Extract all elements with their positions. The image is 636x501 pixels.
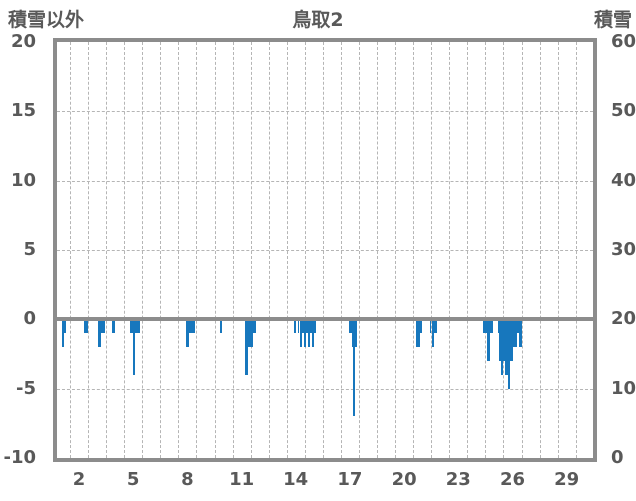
y-axis-left-tick: 5 bbox=[23, 239, 36, 260]
x-axis-tick: 2 bbox=[72, 469, 86, 490]
data-bar bbox=[189, 319, 195, 334]
data-bar bbox=[252, 319, 256, 334]
y-axis-right-tick: 50 bbox=[611, 100, 636, 122]
data-bar bbox=[293, 319, 297, 334]
data-bar bbox=[64, 319, 67, 334]
y-axis-left-tick: 15 bbox=[10, 100, 36, 122]
left-axis-title: 積雪以外 bbox=[8, 9, 85, 31]
data-bar bbox=[355, 319, 358, 347]
data-bar bbox=[135, 319, 140, 334]
data-bar bbox=[220, 319, 223, 334]
right-axis-title: 積雪 bbox=[593, 9, 632, 31]
data-bar bbox=[349, 319, 352, 334]
data-bar bbox=[98, 319, 101, 347]
data-bar bbox=[497, 319, 500, 334]
data-bar bbox=[133, 319, 136, 375]
data-bar bbox=[505, 319, 508, 375]
y-axis-right-tick: 30 bbox=[611, 239, 636, 260]
horizontal-gridline bbox=[57, 250, 593, 251]
data-bar bbox=[415, 319, 421, 347]
data-bar bbox=[500, 319, 503, 375]
chart-title: 鳥取2 bbox=[292, 9, 344, 31]
data-bar bbox=[247, 319, 253, 347]
data-bar bbox=[483, 319, 487, 334]
data-bar bbox=[431, 319, 435, 347]
data-bar bbox=[100, 319, 105, 334]
data-bar bbox=[512, 319, 517, 347]
data-bar bbox=[112, 319, 115, 334]
plot-area bbox=[57, 42, 593, 458]
y-axis-left-tick: 10 bbox=[10, 169, 36, 191]
y-axis-left-tick: -10 bbox=[3, 447, 36, 468]
x-axis-tick: 14 bbox=[283, 469, 309, 490]
data-bar bbox=[245, 319, 248, 375]
x-axis-tick: 17 bbox=[337, 469, 363, 490]
data-bar bbox=[314, 319, 317, 334]
x-axis-tick: 8 bbox=[181, 469, 194, 490]
data-bar bbox=[420, 319, 422, 334]
y-axis-right-tick: 0 bbox=[611, 447, 624, 468]
zero-line bbox=[57, 317, 593, 322]
x-axis-tick: 11 bbox=[229, 469, 255, 490]
data-bar bbox=[302, 319, 305, 334]
data-bar bbox=[297, 319, 300, 334]
data-bar bbox=[299, 319, 302, 347]
data-bar bbox=[310, 319, 312, 334]
data-bar bbox=[489, 319, 494, 334]
data-bar bbox=[352, 319, 356, 417]
x-axis-tick: 20 bbox=[391, 469, 417, 490]
y-axis-right-tick: 10 bbox=[611, 377, 636, 399]
y-axis-right-tick: 40 bbox=[611, 169, 636, 191]
data-bar bbox=[516, 319, 520, 334]
y-axis-right-tick: 20 bbox=[611, 308, 636, 330]
data-bar bbox=[519, 319, 522, 347]
data-bar bbox=[509, 319, 513, 361]
data-bar bbox=[312, 319, 315, 347]
data-bar bbox=[486, 319, 490, 361]
data-bar bbox=[130, 319, 134, 334]
x-axis-tick: 23 bbox=[445, 469, 471, 490]
horizontal-gridline bbox=[57, 111, 593, 113]
data-bar bbox=[429, 319, 432, 334]
data-bar bbox=[502, 319, 506, 361]
data-bar bbox=[304, 319, 307, 347]
x-axis-tick: 26 bbox=[499, 469, 526, 490]
data-bar bbox=[62, 319, 65, 347]
horizontal-gridline bbox=[57, 388, 593, 390]
data-bar bbox=[308, 319, 311, 347]
data-bar bbox=[434, 319, 437, 334]
x-axis-tick: 29 bbox=[554, 469, 580, 490]
y-axis-left-tick: -5 bbox=[16, 377, 36, 399]
data-bar bbox=[83, 319, 88, 334]
y-axis-left-tick: 20 bbox=[10, 31, 36, 52]
y-axis-right-tick: 60 bbox=[611, 31, 636, 52]
x-axis-tick: 5 bbox=[126, 469, 140, 490]
plot-frame bbox=[53, 38, 597, 462]
data-bar bbox=[306, 319, 308, 334]
horizontal-gridline bbox=[57, 180, 593, 182]
data-bar bbox=[185, 319, 189, 347]
data-bar bbox=[507, 319, 510, 389]
y-axis-left-tick: 0 bbox=[23, 308, 36, 330]
data-bar bbox=[499, 319, 501, 361]
